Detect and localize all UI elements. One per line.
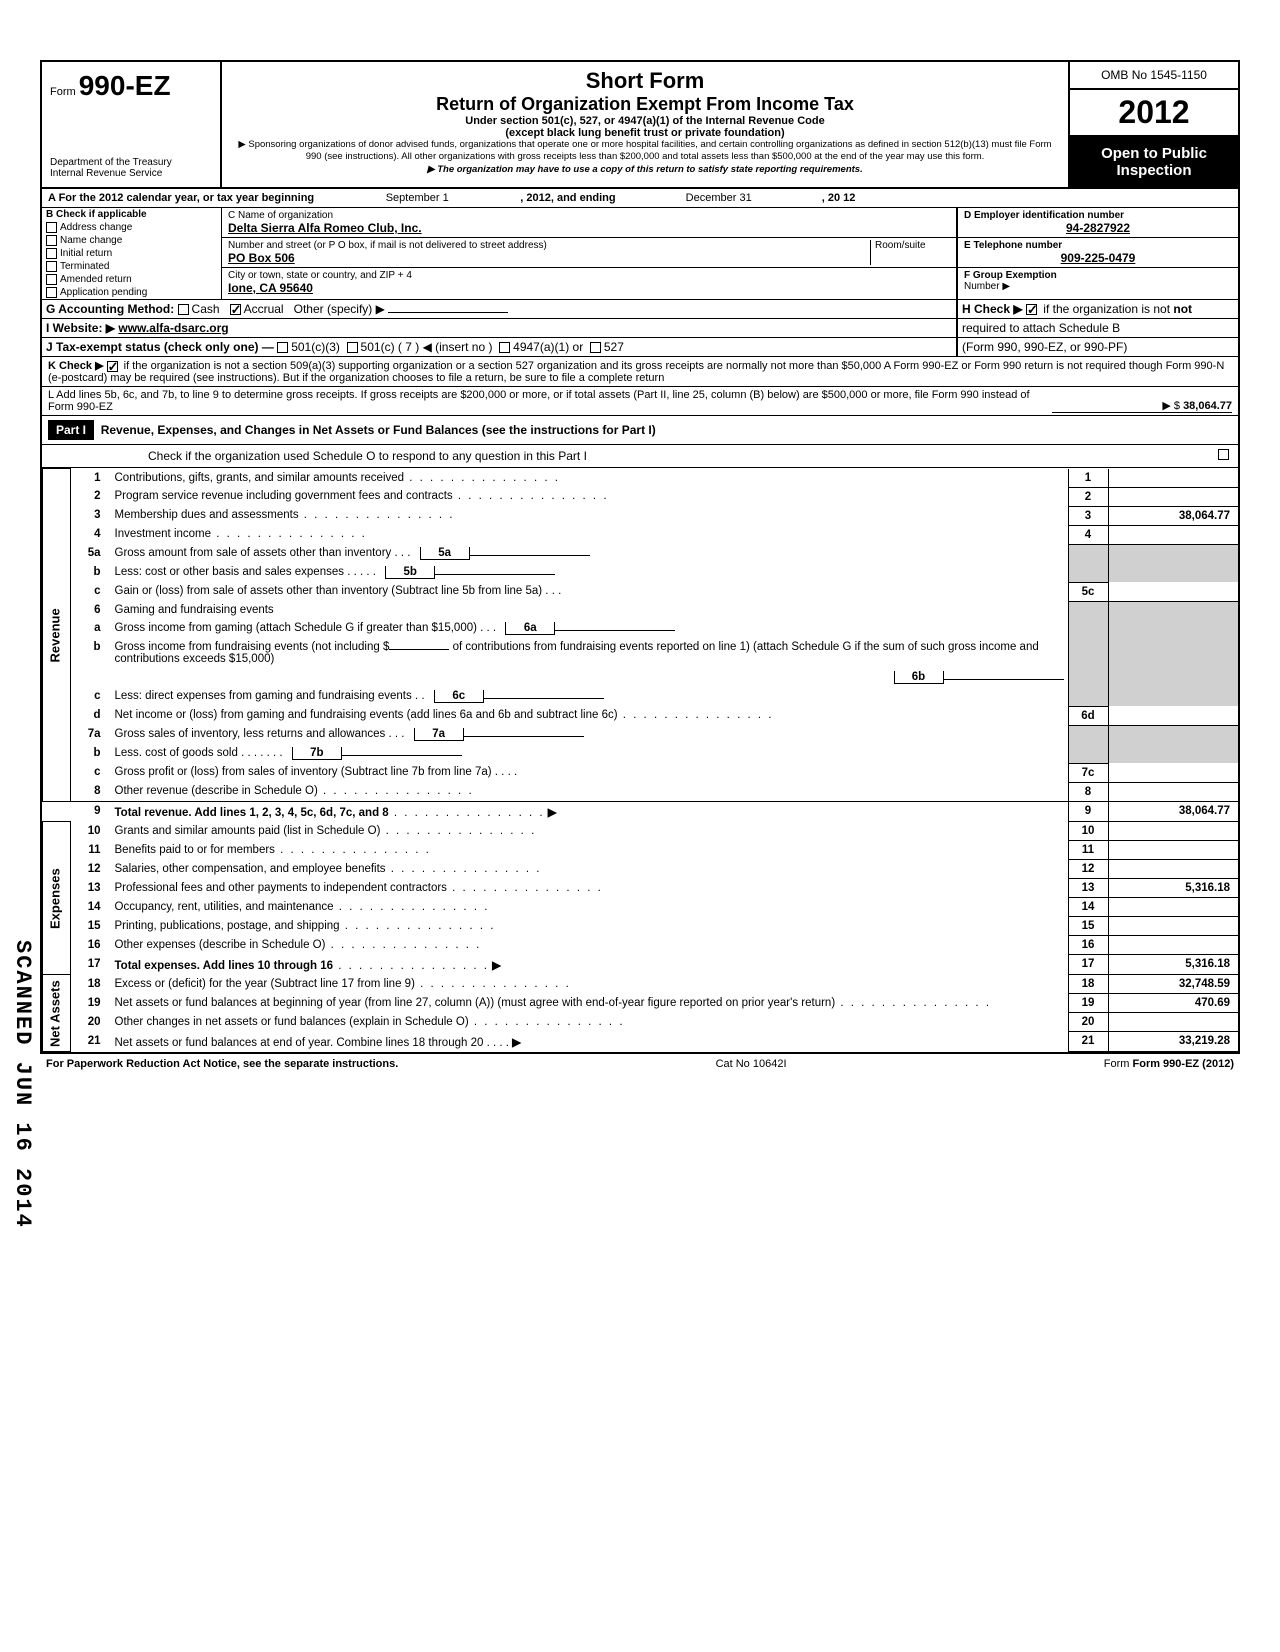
chk-initial-return[interactable] [46, 248, 57, 259]
chk-name-change[interactable] [46, 235, 57, 246]
form-990ez: Form 990-EZ Department of the Treasury I… [40, 60, 1240, 1054]
header-left: Form 990-EZ Department of the Treasury I… [42, 62, 222, 187]
phone: 909-225-0479 [964, 251, 1232, 265]
omb-number: OMB No 1545-1150 [1070, 62, 1238, 90]
header-note-1: ▶ Sponsoring organizations of donor advi… [232, 139, 1058, 164]
block-bcdef: B Check if applicable Address change Nam… [42, 208, 1238, 300]
subtitle-2: (except black lung benefit trust or priv… [232, 127, 1058, 139]
subtitle-1: Under section 501(c), 527, or 4947(a)(1)… [232, 115, 1058, 127]
form-prefix: Form [50, 86, 76, 98]
section-expenses: Expenses [43, 822, 71, 975]
ein: 94-2827922 [964, 221, 1232, 235]
header-mid: Short Form Return of Organization Exempt… [222, 62, 1068, 187]
stamp-scanned: SCANNED JUN 16 2014 [10, 940, 35, 1229]
gross-receipts: 38,064.77 [1183, 400, 1232, 412]
line-k: K Check ▶ if the organization is not a s… [42, 357, 1238, 387]
chk-501c[interactable] [347, 342, 358, 353]
line-13-amt: 5,316.18 [1108, 879, 1238, 898]
org-name: Delta Sierra Alfa Romeo Club, Inc. [228, 221, 950, 235]
chk-4947[interactable] [499, 342, 510, 353]
part-1-check: Check if the organization used Schedule … [42, 445, 1238, 468]
line-17-total-expenses: 5,316.18 [1108, 955, 1238, 975]
dept-treasury: Department of the Treasury [50, 157, 212, 168]
col-def: D Employer identification number 94-2827… [958, 208, 1238, 299]
line-3-amt: 38,064.77 [1108, 506, 1238, 525]
chk-accrual[interactable] [230, 304, 241, 315]
header-note-2: ▶ The organization may have to use a cop… [232, 164, 1058, 176]
section-net-assets: Net Assets [43, 975, 71, 1052]
chk-app-pending[interactable] [46, 287, 57, 298]
part-1-header: Part I Revenue, Expenses, and Changes in… [42, 416, 1238, 445]
line-g-h: G Accounting Method: Cash Accrual Other … [42, 300, 1238, 319]
dept-irs: Internal Revenue Service [50, 168, 212, 179]
chk-527[interactable] [590, 342, 601, 353]
col-b-checkboxes: B Check if applicable Address change Nam… [42, 208, 222, 299]
org-address: PO Box 506 [228, 251, 870, 265]
chk-address-change[interactable] [46, 222, 57, 233]
section-revenue: Revenue [43, 469, 71, 802]
tax-year: 2012 [1070, 90, 1238, 137]
chk-cash[interactable] [178, 304, 189, 315]
line-21-amt: 33,219.28 [1108, 1032, 1238, 1052]
form-number: 990-EZ [79, 70, 171, 101]
open-to-public: Open to Public Inspection [1070, 137, 1238, 187]
line-9-total-revenue: 38,064.77 [1108, 801, 1238, 822]
col-c-org-info: C Name of organization Delta Sierra Alfa… [222, 208, 958, 299]
chk-k[interactable] [107, 361, 118, 372]
form-header: Form 990-EZ Department of the Treasury I… [42, 62, 1238, 189]
line-l: L Add lines 5b, 6c, and 7b, to line 9 to… [42, 387, 1238, 416]
chk-501c3[interactable] [277, 342, 288, 353]
line-j-tax-status: J Tax-exempt status (check only one) — 5… [42, 338, 1238, 357]
line-19-amt: 470.69 [1108, 994, 1238, 1013]
chk-terminated[interactable] [46, 261, 57, 272]
part-1-table: Revenue 1 Contributions, gifts, grants, … [42, 468, 1238, 1052]
chk-h-schedule-b[interactable] [1026, 304, 1037, 315]
line-a-tax-year: A For the 2012 calendar year, or tax yea… [42, 189, 1238, 208]
website: www.alfa-dsarc.org [118, 321, 228, 335]
title-return: Return of Organization Exempt From Incom… [232, 94, 1058, 115]
header-right: OMB No 1545-1150 2012 Open to Public Ins… [1068, 62, 1238, 187]
chk-amended[interactable] [46, 274, 57, 285]
line-i-website: I Website: ▶ www.alfa-dsarc.org required… [42, 319, 1238, 338]
org-city: Ione, CA 95640 [228, 281, 950, 295]
chk-schedule-o[interactable] [1218, 449, 1229, 460]
title-short-form: Short Form [232, 68, 1058, 94]
line-18-amt: 32,748.59 [1108, 975, 1238, 994]
form-footer: For Paperwork Reduction Act Notice, see … [40, 1054, 1240, 1074]
